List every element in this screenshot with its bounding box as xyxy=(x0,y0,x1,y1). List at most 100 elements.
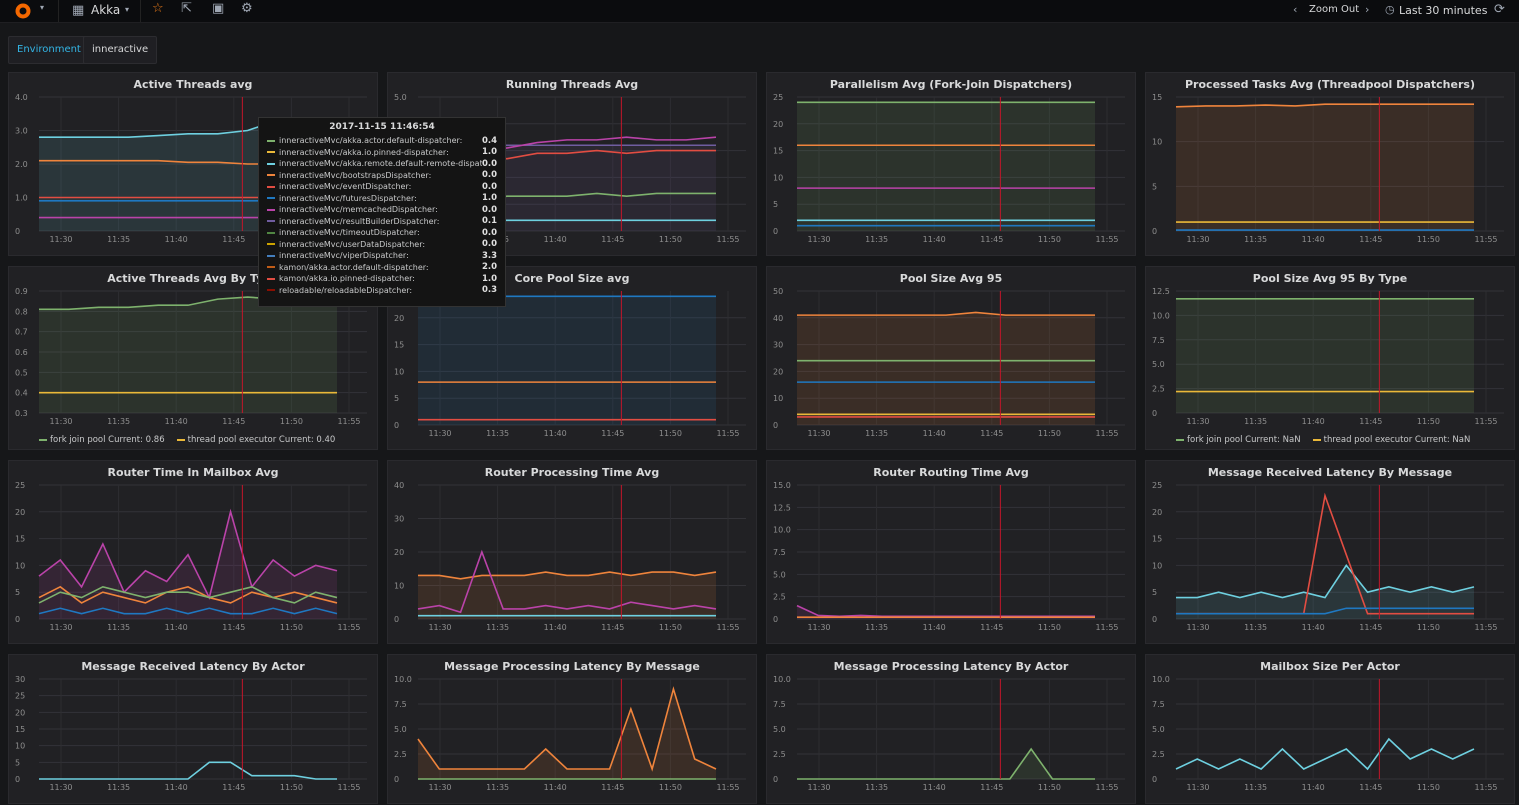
x-tick-label: 11:55 xyxy=(1095,429,1118,438)
panel-title[interactable]: Pool Size Avg 95 By Type xyxy=(1252,272,1408,285)
y-tick-label: 0.7 xyxy=(15,328,28,337)
share-icon[interactable]: ⇱ xyxy=(181,1,192,16)
series-line xyxy=(38,508,338,600)
y-tick-label: 0 xyxy=(394,421,399,430)
environment-variable-dropdown[interactable]: inneractive ▾ xyxy=(83,36,158,81)
x-tick-label: 11:45 xyxy=(980,783,1003,792)
panel-title[interactable]: Pool Size Avg 95 xyxy=(899,272,1003,285)
x-tick-label: 11:50 xyxy=(1417,783,1440,792)
dashboard-title[interactable]: Akka xyxy=(91,3,121,17)
graph-panel[interactable]: Message Processing Latency By Message 0 2.… xyxy=(387,654,757,804)
gear-icon[interactable]: ⚙ xyxy=(241,1,253,16)
series-line xyxy=(417,686,717,772)
star-icon[interactable]: ☆ xyxy=(152,1,164,16)
x-tick-label: 11:55 xyxy=(716,623,739,632)
series-area xyxy=(1176,298,1474,413)
graph-panel[interactable]: Message Received Latency By Actor 0 5 10 15 2… xyxy=(8,654,378,804)
graph-panel[interactable]: Router Time In Mailbox Avg 0 5 10 15 20 25 11:3… xyxy=(8,460,378,644)
graph-panel[interactable]: Pool Size Avg 95 0 10 20 30 40 50 11:30 11:35 11:… xyxy=(766,266,1136,450)
x-tick-label: 11:35 xyxy=(865,429,888,438)
y-tick-label: 2.5 xyxy=(1152,385,1165,394)
panel-legend: fork join pool Current: 0.86 thread pool … xyxy=(9,435,377,445)
legend-label: fork join pool Current: 0.86 xyxy=(50,435,165,445)
y-tick-label: 0 xyxy=(15,775,20,784)
chart-svg: 0.3 0.4 0.5 0.6 0.7 0.8 0.9 11:30 11:35 11:40 11:4… xyxy=(15,287,367,426)
series-area xyxy=(39,297,337,413)
graph-panel[interactable]: Router Routing Time Avg 0 2.5 5.0 7.5 10.0 12.… xyxy=(766,460,1136,644)
graph-panel[interactable]: Pool Size Avg 95 By Type 0 2.5 5.0 7.5 10.0 12… xyxy=(1145,266,1515,450)
legend-item[interactable]: thread pool executor Current: NaN xyxy=(1312,435,1470,445)
legend-swatch xyxy=(176,438,185,441)
panel-title[interactable]: Router Routing Time Avg xyxy=(873,466,1029,479)
graph-panel[interactable]: Message Processing Latency By Actor 0 2.5 5… xyxy=(766,654,1136,804)
panel-title[interactable]: Message Processing Latency By Actor xyxy=(833,660,1069,673)
time-range-picker[interactable]: Last 30 minutes xyxy=(1399,4,1488,17)
panel-title[interactable]: Message Received Latency By Message xyxy=(1207,466,1453,479)
panel-title[interactable]: Parallelism Avg (Fork-Join Dispatchers) xyxy=(829,78,1073,91)
dashboard-grid-icon[interactable]: ▦ xyxy=(72,3,85,18)
graph-panel[interactable]: Core Pool Size avg 0 5 10 15 20 11:30 11:35 11:4… xyxy=(387,266,757,450)
graph-panel[interactable]: Mailbox Size Per Actor 0 2.5 5.0 7.5 10.0 11:3… xyxy=(1145,654,1515,804)
series-line xyxy=(797,311,1095,316)
panel-title[interactable]: Processed Tasks Avg (Threadpool Dispatch… xyxy=(1185,78,1475,91)
panel-title[interactable]: Core Pool Size avg xyxy=(514,272,630,285)
tooltip-series-swatch xyxy=(267,277,275,280)
panel-title[interactable]: Active Threads avg xyxy=(133,78,253,91)
panel-title[interactable]: Message Received Latency By Actor xyxy=(81,660,305,673)
tooltip-series-name: inneractiveMvc/viperDispatcher: xyxy=(279,251,409,261)
x-tick-label: 11:40 xyxy=(1302,417,1325,426)
y-tick-label: 5.0 xyxy=(1152,725,1165,734)
logo-caret-icon[interactable]: ▾ xyxy=(40,3,45,12)
legend-item[interactable]: thread pool executor Current: 0.40 xyxy=(176,435,335,445)
chevron-left-icon[interactable]: ‹ xyxy=(1293,3,1298,16)
chart-svg: 0 5 10 15 20 25 30 11:30 11:35 11:40 11:45 11:50 11:… xyxy=(15,675,367,792)
tooltip-series-value: 0.0 xyxy=(481,170,497,181)
y-tick-label: 30 xyxy=(773,341,783,350)
tooltip-row: inneractiveMvc/resultBuilderDispatcher: 0… xyxy=(267,216,497,228)
y-tick-label: 4.0 xyxy=(15,93,28,102)
graph-panel[interactable]: Router Processing Time Avg 0 10 20 30 40 11:30… xyxy=(387,460,757,644)
y-tick-label: 0 xyxy=(1152,409,1157,418)
tooltip-series-name: kamon/akka.io.pinned-dispatcher: xyxy=(279,274,415,284)
series-area xyxy=(418,572,716,619)
panel-title[interactable]: Mailbox Size Per Actor xyxy=(1260,660,1400,673)
x-tick-label: 11:35 xyxy=(865,783,888,792)
chart-svg: 0 5 10 15 11:30 11:35 11:40 11:45 11:50 11:55 xyxy=(1152,93,1504,244)
x-tick-label: 11:50 xyxy=(659,783,682,792)
panel-title[interactable]: Active Threads Avg By Type xyxy=(107,272,279,285)
legend-item[interactable]: fork join pool Current: NaN xyxy=(1176,435,1301,445)
tooltip-series-value: 0.4 xyxy=(481,135,497,146)
x-tick-label: 11:50 xyxy=(280,783,303,792)
x-tick-label: 11:35 xyxy=(486,429,509,438)
x-tick-label: 11:55 xyxy=(337,623,360,632)
y-tick-label: 0.8 xyxy=(15,307,28,316)
x-tick-label: 11:30 xyxy=(807,623,830,632)
y-tick-label: 25 xyxy=(1152,481,1162,490)
zoom-out-button[interactable]: Zoom Out xyxy=(1309,4,1360,15)
tooltip-series-swatch xyxy=(267,243,275,246)
graph-panel[interactable]: Active Threads Avg By Type 0.3 0.4 0.5 0.6 0.… xyxy=(8,266,378,450)
graph-panel[interactable]: Parallelism Avg (Fork-Join Dispatchers) 0… xyxy=(766,72,1136,256)
series-line xyxy=(796,604,1095,618)
legend-item[interactable]: fork join pool Current: 0.86 xyxy=(39,435,165,445)
series-line xyxy=(1176,564,1475,599)
dashboard-caret-icon[interactable]: ▾ xyxy=(125,5,130,14)
panel-title[interactable]: Running Threads Avg xyxy=(505,78,639,91)
tooltip-series-swatch xyxy=(267,266,275,269)
panel-title[interactable]: Router Time In Mailbox Avg xyxy=(107,466,279,479)
x-tick-label: 11:30 xyxy=(49,623,72,632)
y-tick-label: 0.9 xyxy=(15,287,28,296)
panel-title[interactable]: Router Processing Time Avg xyxy=(484,466,660,479)
x-tick-label: 11:40 xyxy=(923,429,946,438)
tooltip-time: 2017-11-15 11:46:54 xyxy=(329,122,435,132)
refresh-icon[interactable]: ⟳ xyxy=(1494,2,1505,17)
graph-panel[interactable]: Message Received Latency By Message 0 5 10 1… xyxy=(1145,460,1515,644)
grafana-logo-icon[interactable] xyxy=(12,2,34,20)
save-icon[interactable]: ▣ xyxy=(212,1,225,16)
x-tick-label: 11:40 xyxy=(923,623,946,632)
tooltip-series-value: 1.0 xyxy=(481,147,497,158)
x-tick-label: 11:45 xyxy=(222,623,245,632)
graph-panel[interactable]: Processed Tasks Avg (Threadpool Dispatch… xyxy=(1145,72,1515,256)
panel-title[interactable]: Message Processing Latency By Message xyxy=(444,660,700,673)
chevron-right-icon[interactable]: › xyxy=(1365,3,1370,16)
